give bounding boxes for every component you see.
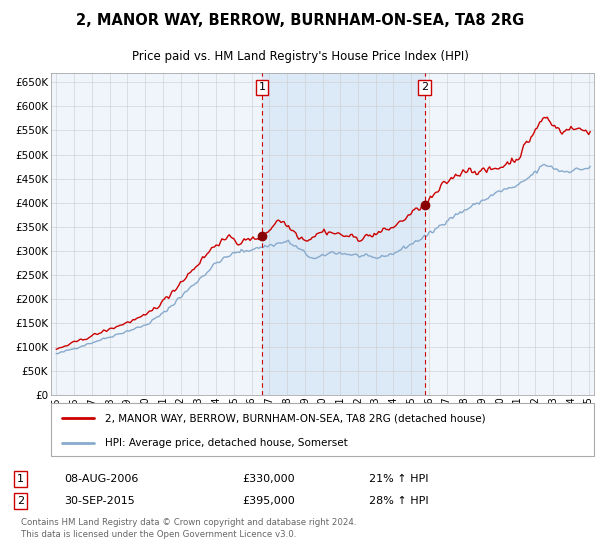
Bar (262, 73, 425, 395)
Text: 1: 1 (259, 82, 265, 92)
Text: 2, MANOR WAY, BERROW, BURNHAM-ON-SEA, TA8 2RG: 2, MANOR WAY, BERROW, BURNHAM-ON-SEA, TA… (76, 13, 524, 29)
Text: Contains HM Land Registry data © Crown copyright and database right 2024.
This d: Contains HM Land Registry data © Crown c… (20, 518, 356, 539)
Text: 2: 2 (17, 496, 24, 506)
Text: 30-SEP-2015: 30-SEP-2015 (64, 496, 134, 506)
Text: 2, MANOR WAY, BERROW, BURNHAM-ON-SEA, TA8 2RG (detached house): 2, MANOR WAY, BERROW, BURNHAM-ON-SEA, TA… (106, 413, 486, 423)
Text: HPI: Average price, detached house, Somerset: HPI: Average price, detached house, Some… (106, 437, 348, 447)
Text: 28% ↑ HPI: 28% ↑ HPI (369, 496, 429, 506)
Text: £330,000: £330,000 (242, 474, 295, 484)
Text: 2: 2 (421, 82, 428, 92)
Text: Price paid vs. HM Land Registry's House Price Index (HPI): Price paid vs. HM Land Registry's House … (131, 50, 469, 63)
Text: £395,000: £395,000 (242, 496, 295, 506)
FancyBboxPatch shape (51, 403, 594, 456)
Text: 21% ↑ HPI: 21% ↑ HPI (369, 474, 428, 484)
Text: 1: 1 (17, 474, 24, 484)
Text: 08-AUG-2006: 08-AUG-2006 (64, 474, 138, 484)
